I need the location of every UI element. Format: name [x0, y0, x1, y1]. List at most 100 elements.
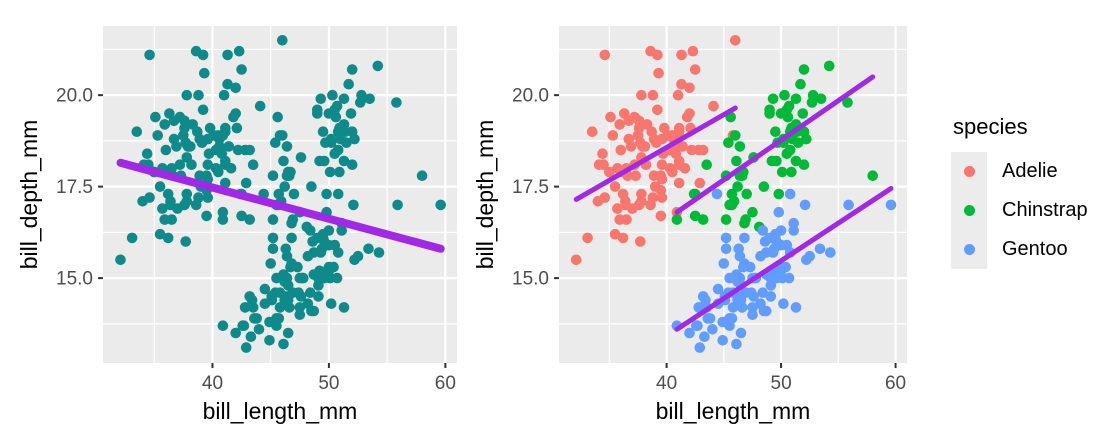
data-point [724, 272, 735, 284]
data-point [758, 181, 770, 192]
data-point [619, 108, 630, 119]
data-point [332, 247, 344, 258]
data-point [790, 155, 802, 167]
data-point [605, 111, 616, 123]
data-point [770, 232, 781, 244]
data-point [180, 236, 191, 247]
data-point [730, 35, 741, 46]
data-point [150, 111, 161, 123]
data-point [343, 78, 355, 90]
data-point [230, 327, 241, 339]
data-point [687, 45, 699, 57]
x-tick-label: 40 [656, 373, 677, 394]
data-point [614, 119, 625, 130]
data-point [254, 100, 266, 112]
data-point [346, 159, 358, 170]
data-point [765, 280, 777, 291]
data-point [331, 100, 343, 112]
data-point [305, 287, 316, 299]
data-point [356, 89, 367, 101]
data-point [758, 305, 770, 317]
data-point [222, 78, 233, 90]
y-tick-label: 17.5 [512, 177, 549, 198]
data-point [131, 126, 143, 137]
data-point [673, 159, 685, 170]
data-point [770, 126, 781, 137]
data-point [338, 155, 350, 167]
data-point [633, 199, 645, 211]
trend-lines [116, 158, 445, 253]
data-point [266, 294, 278, 306]
data-point [199, 67, 210, 79]
data-point [720, 214, 732, 225]
data-point [795, 78, 806, 90]
data-point [267, 214, 279, 225]
data-point [771, 155, 782, 167]
data-point [349, 254, 360, 266]
data-point [279, 181, 291, 192]
data-point [788, 217, 799, 229]
data-point [780, 261, 791, 273]
data-point [246, 294, 258, 306]
data-point [635, 236, 646, 247]
data-point [332, 126, 344, 137]
data-point [739, 232, 750, 244]
data-point [244, 144, 255, 156]
data-point [720, 232, 732, 244]
data-point [656, 192, 668, 203]
data-point [279, 294, 291, 306]
data-point [325, 137, 337, 148]
data-point [734, 250, 746, 262]
data-point [671, 214, 683, 225]
regression-line [116, 158, 445, 253]
data-point [240, 342, 252, 353]
data-point [723, 137, 734, 148]
data-point [179, 199, 190, 211]
data-point [154, 181, 166, 192]
data-point [281, 272, 293, 284]
data-point [201, 210, 212, 222]
data-point [273, 188, 285, 200]
data-point [734, 272, 746, 284]
data-point [823, 60, 835, 72]
data-point [159, 214, 170, 225]
data-point [288, 188, 300, 200]
data-point [633, 122, 645, 134]
data-point [676, 49, 687, 61]
data-point [267, 232, 279, 244]
data-point [277, 130, 288, 141]
y-axis-title: bill_depth_mm [472, 120, 498, 270]
data-point [741, 188, 752, 200]
data-point [223, 141, 235, 152]
data-point [711, 188, 723, 200]
data-point [321, 188, 332, 200]
data-point [684, 82, 695, 94]
data-point [586, 126, 598, 137]
axes: 40 50 60 15.0 17.5 20.0 bill_length_mm bill_dep… [472, 86, 906, 424]
data-point [236, 64, 247, 75]
data-point [801, 133, 812, 145]
data-point [287, 287, 299, 299]
data-point [157, 203, 168, 214]
data-point [782, 111, 794, 123]
data-point [271, 272, 282, 284]
data-point [597, 148, 608, 159]
scatter-points [115, 35, 447, 353]
data-point [747, 206, 758, 218]
data-point [739, 217, 750, 229]
legend-key-box [951, 230, 987, 269]
data-point [615, 144, 627, 156]
data-point [162, 188, 174, 200]
data-point [305, 225, 316, 236]
data-point [115, 254, 126, 266]
data-point [667, 166, 678, 178]
data-point [313, 280, 324, 291]
data-point [259, 283, 271, 295]
data-point [592, 196, 604, 207]
data-point [788, 225, 799, 236]
data-point [164, 108, 175, 119]
data-point [162, 232, 174, 244]
data-point [757, 287, 769, 299]
data-point [630, 170, 641, 181]
